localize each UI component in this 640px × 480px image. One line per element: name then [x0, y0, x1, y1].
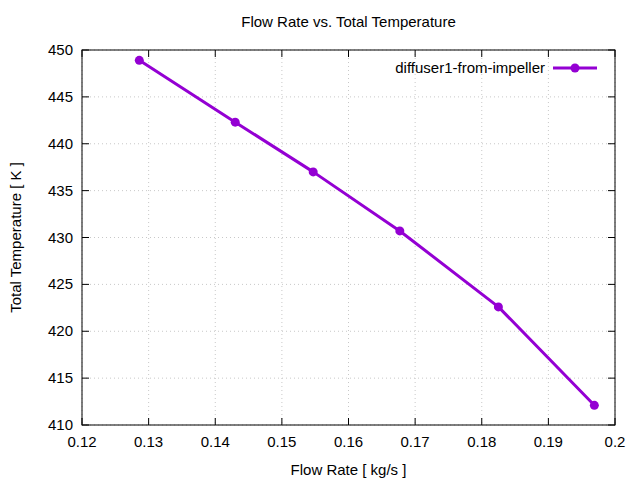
tick: [481, 418, 482, 425]
tick: [348, 418, 349, 425]
grid-line: [82, 96, 615, 97]
x-tick-label: 0.14: [201, 433, 230, 450]
title: Flow Rate vs. Total Temperature: [241, 13, 456, 30]
tick: [415, 418, 416, 425]
y-tick-label: 430: [48, 229, 73, 246]
tick: [82, 284, 89, 285]
y-tick-label: 440: [48, 135, 73, 152]
tick: [608, 378, 615, 379]
grid-line: [82, 284, 615, 285]
x-tick-label: 0.13: [134, 433, 163, 450]
point: [590, 401, 599, 410]
grid-line: [148, 50, 149, 425]
y-tick-label: 415: [48, 369, 73, 386]
y-tick-label: 425: [48, 275, 73, 292]
x-tick-label: 0.15: [267, 433, 296, 450]
tick: [608, 331, 615, 332]
plot-frame: [82, 50, 615, 425]
grid-line: [82, 331, 615, 332]
y-tick-label: 450: [48, 41, 73, 58]
x-tick-label: 0.19: [534, 433, 563, 450]
point: [395, 226, 404, 235]
grid-line: [82, 378, 615, 379]
grid-line: [548, 50, 549, 425]
point: [494, 302, 503, 311]
x-tick-label: 0.17: [401, 433, 430, 450]
x-axis-label: Flow Rate [ kg/s ]: [291, 461, 407, 478]
tick: [82, 331, 89, 332]
tick: [215, 50, 216, 57]
tick: [148, 418, 149, 425]
tick: [348, 50, 349, 57]
grid-line: [348, 50, 349, 425]
tick: [608, 143, 615, 144]
tick: [608, 284, 615, 285]
y-tick-label: 445: [48, 88, 73, 105]
tick: [82, 378, 89, 379]
x-tick-label: 0.16: [334, 433, 363, 450]
tick: [415, 50, 416, 57]
y-axis-label: Total Temperature [ K ]: [7, 162, 24, 313]
chart-container: 0.12 0.13 0.14 0.15 0.16 0.17 0.18 0.19 0.2 410 41…: [0, 0, 640, 480]
tick: [281, 418, 282, 425]
x-tick-label: 0.18: [467, 433, 496, 450]
tick: [148, 50, 149, 57]
tick: [215, 418, 216, 425]
point: [309, 167, 318, 176]
grid-line: [82, 237, 615, 238]
point: [231, 118, 240, 127]
tick: [548, 418, 549, 425]
plot-area: [135, 56, 599, 410]
grid-line: [82, 143, 615, 144]
tick: [548, 50, 549, 57]
point: [135, 56, 144, 65]
x-tick-label: 0.12: [67, 433, 96, 450]
chart: 0.12 0.13 0.14 0.15 0.16 0.17 0.18 0.19 0.2 410 41…: [0, 0, 640, 480]
tick: [608, 190, 615, 191]
x-tick-label: 0.2: [605, 433, 626, 450]
series-line: [139, 60, 594, 405]
legend-marker: [571, 64, 580, 73]
legend-label: diffuser1-from-impeller: [395, 59, 545, 76]
tick: [82, 237, 89, 238]
tick: [82, 190, 89, 191]
grid-line: [82, 190, 615, 191]
y-tick-label: 435: [48, 182, 73, 199]
tick: [82, 96, 89, 97]
tick: [281, 50, 282, 57]
tick: [608, 96, 615, 97]
tick: [82, 143, 89, 144]
tick: [481, 50, 482, 57]
tick: [608, 237, 615, 238]
y-tick-label: 410: [48, 416, 73, 433]
y-tick-label: 420: [48, 322, 73, 339]
